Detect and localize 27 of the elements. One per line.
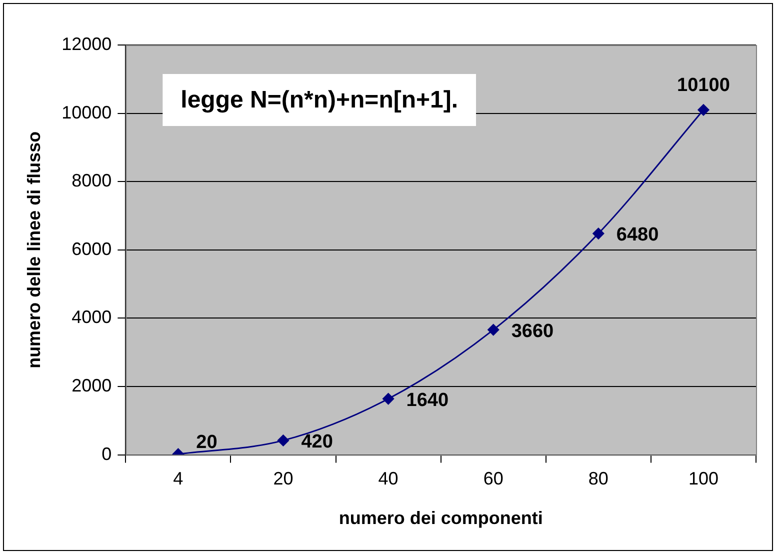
data-label: 3660 bbox=[511, 321, 554, 342]
point bbox=[592, 228, 604, 240]
x-axis-title: numero dei componenti bbox=[338, 508, 543, 528]
y-tick-label: 8000 bbox=[72, 170, 112, 191]
x-tick-label: 80 bbox=[588, 468, 608, 489]
y-tick-label: 6000 bbox=[72, 238, 112, 259]
x-tick-label: 4 bbox=[173, 468, 184, 489]
data-label: 10100 bbox=[677, 75, 730, 96]
data-label: 420 bbox=[301, 432, 333, 453]
y-tick-label: 4000 bbox=[72, 307, 112, 328]
data-label: 6480 bbox=[616, 224, 659, 246]
point bbox=[488, 324, 500, 336]
point bbox=[277, 434, 289, 446]
annotation: legge N=(n*n)+n=n[n+1]. bbox=[180, 86, 458, 114]
y-tick-label: 12000 bbox=[62, 34, 112, 54]
y-tick-label: 10000 bbox=[62, 102, 112, 122]
x-tick-label: 60 bbox=[483, 468, 504, 489]
y-tick-label: 0 bbox=[102, 444, 112, 464]
x-tick-label: 40 bbox=[378, 468, 398, 489]
data-label: 1640 bbox=[406, 390, 449, 412]
point bbox=[698, 104, 710, 116]
y-axis-title: numero delle linee di flusso bbox=[24, 131, 44, 368]
point bbox=[382, 393, 394, 405]
y-tick-label: 2000 bbox=[72, 375, 112, 396]
x-tick-label: 20 bbox=[273, 468, 294, 489]
x-tick-label: 100 bbox=[688, 468, 718, 489]
data-label: 20 bbox=[196, 432, 218, 454]
